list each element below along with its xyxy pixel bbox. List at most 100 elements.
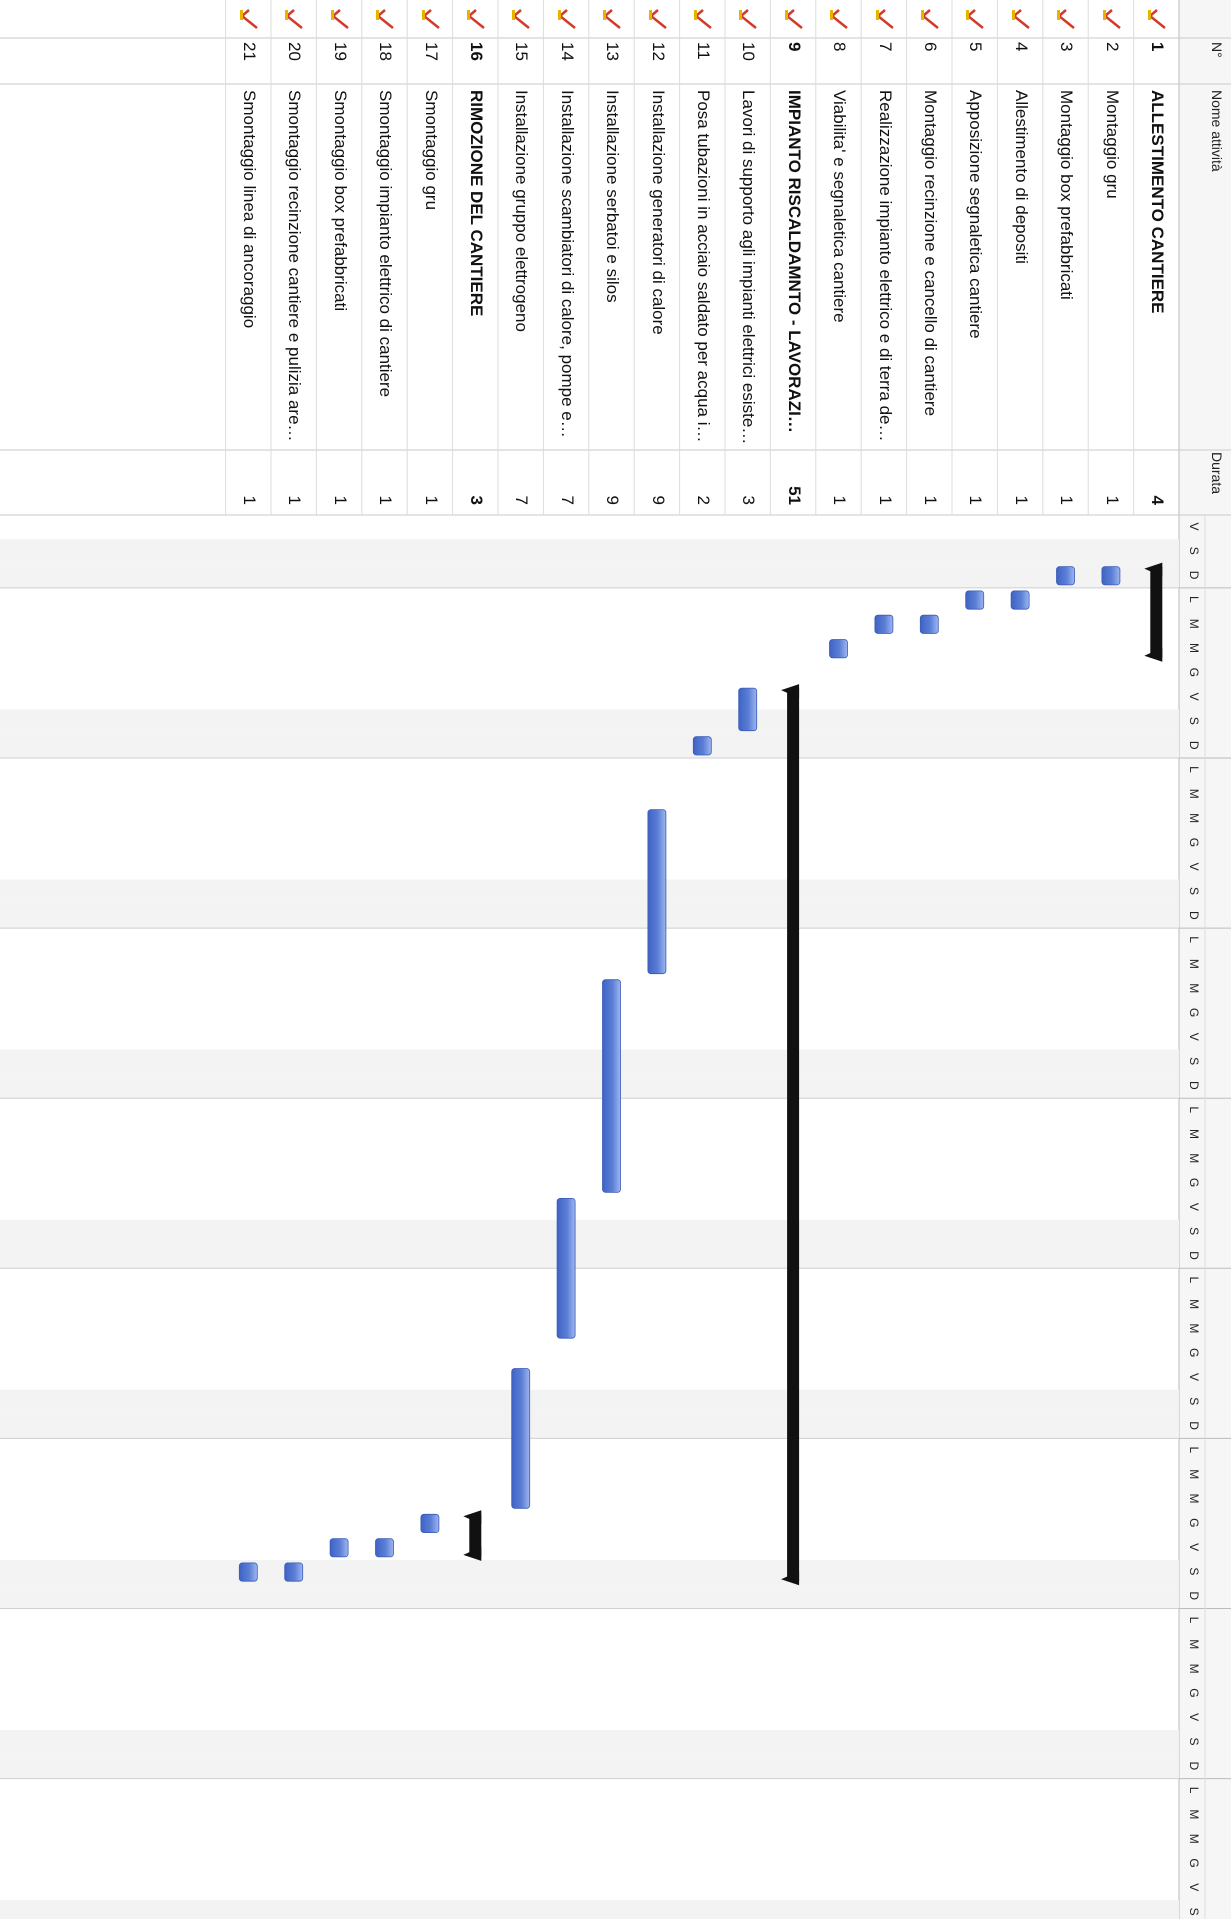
task-name[interactable]: Viabilita' e segnaletica cantiere — [830, 90, 850, 323]
day-letter: M — [1187, 1809, 1201, 1820]
day-letter: G — [1187, 1858, 1201, 1868]
task-duration: 1 — [966, 495, 986, 505]
task-bar[interactable] — [965, 590, 985, 610]
task-number: 4 — [1011, 42, 1031, 52]
day-letter: L — [1187, 1446, 1201, 1454]
task-duration: 1 — [1102, 495, 1122, 505]
task-name[interactable]: Smontaggio gru — [421, 90, 441, 211]
task-number: 10 — [739, 42, 759, 61]
task-duration: 51 — [784, 486, 804, 505]
task-complete-check-icon — [1057, 9, 1075, 29]
task-complete-check-icon — [557, 9, 576, 29]
task-complete-check-icon — [240, 9, 258, 29]
task-name[interactable]: Installazione scambiatori di calore, pom… — [557, 90, 577, 445]
task-name[interactable]: ALLESTIMENTO CANTIERE — [1148, 90, 1167, 314]
day-letter: M — [1187, 788, 1201, 799]
task-name[interactable]: RIMOZIONE DEL CANTIERE — [467, 90, 486, 317]
task-complete-check-icon — [1102, 9, 1121, 29]
task-bar[interactable] — [919, 614, 939, 634]
task-name[interactable]: Apposizione segnaletica cantiere — [966, 90, 986, 339]
column-header-number[interactable]: N° — [1209, 42, 1225, 58]
task-bar[interactable] — [1101, 566, 1121, 586]
day-letter: G — [1187, 667, 1201, 677]
task-number: 6 — [921, 42, 940, 52]
day-letter: V — [1187, 1713, 1201, 1722]
task-name[interactable]: Installazione serbatoi e silos — [603, 90, 623, 303]
task-complete-check-icon — [694, 9, 712, 29]
task-bar[interactable] — [602, 979, 621, 1193]
task-bar[interactable] — [329, 1538, 349, 1558]
summary-bar[interactable] — [463, 1510, 482, 1561]
day-letter: V — [1187, 1883, 1201, 1892]
task-duration: 1 — [421, 495, 441, 505]
day-letter: D — [1187, 1081, 1201, 1090]
task-bar[interactable] — [420, 1513, 440, 1534]
task-duration: 3 — [739, 495, 759, 505]
task-name[interactable]: Lavori di supporto agli impianti elettri… — [739, 90, 759, 445]
task-name[interactable]: Smontaggio linea di ancoraggio — [240, 90, 259, 329]
column-header-name[interactable]: Nome attività — [1209, 90, 1225, 172]
day-letter: S — [1187, 1057, 1201, 1066]
task-number: 14 — [557, 42, 577, 61]
task-bar[interactable] — [375, 1538, 394, 1558]
task-name[interactable]: Posa tubazioni in acciaio saldato per ac… — [694, 90, 713, 445]
task-name[interactable]: Smontaggio impianto elettrico di cantier… — [376, 90, 396, 398]
task-bar[interactable] — [238, 1562, 258, 1582]
day-letter: V — [1187, 692, 1201, 701]
day-letter: M — [1187, 1153, 1201, 1164]
day-letter: M — [1187, 643, 1201, 653]
task-name[interactable]: Montaggio gru — [1102, 90, 1122, 199]
task-bar[interactable] — [556, 1198, 576, 1339]
task-bar[interactable] — [1010, 590, 1030, 610]
day-letter: M — [1187, 618, 1201, 629]
task-bar[interactable] — [738, 687, 758, 732]
task-number: 12 — [648, 42, 668, 61]
task-name[interactable]: Montaggio box prefabbricati — [1057, 90, 1077, 300]
day-letter: V — [1187, 1202, 1201, 1211]
task-name[interactable]: Installazione gruppo elettrogeno — [512, 90, 532, 332]
task-name[interactable]: Installazione generatori di calore — [648, 90, 668, 335]
task-name[interactable]: Smontaggio recinzione cantiere e pulizia… — [285, 90, 305, 445]
task-complete-check-icon — [921, 9, 939, 29]
task-duration: 1 — [240, 495, 259, 505]
task-bar[interactable] — [647, 809, 667, 975]
task-number: 5 — [966, 42, 986, 52]
day-letter: D — [1187, 910, 1201, 920]
day-letter: M — [1187, 1299, 1201, 1310]
summary-bar[interactable] — [781, 684, 800, 1586]
summary-bar[interactable] — [1144, 562, 1163, 662]
task-name[interactable]: IMPIANTO RISCALDAMNTO - LAVORAZIONI PER … — [784, 90, 804, 445]
task-bar[interactable] — [284, 1562, 304, 1582]
task-complete-check-icon — [285, 9, 304, 29]
day-letter: M — [1187, 1469, 1201, 1480]
day-letter: M — [1187, 1639, 1201, 1650]
task-name[interactable]: Allestimento di depositi — [1011, 90, 1031, 264]
day-letter: M — [1187, 1663, 1201, 1674]
task-name[interactable]: Montaggio recinzione e cancello di canti… — [921, 90, 940, 417]
day-letter: M — [1187, 813, 1201, 824]
day-letter: G — [1187, 1177, 1201, 1188]
column-header-duration[interactable]: Durata — [1209, 452, 1225, 495]
task-duration: 1 — [330, 495, 350, 505]
task-complete-check-icon — [875, 9, 894, 29]
task-complete-check-icon — [1011, 9, 1030, 29]
task-complete-check-icon — [330, 9, 349, 29]
task-name[interactable]: Smontaggio box prefabbricati — [330, 90, 350, 312]
task-number: 19 — [330, 42, 350, 61]
day-letter: S — [1187, 546, 1201, 555]
task-name[interactable]: Realizzazione impianto elettrico e di te… — [875, 90, 895, 445]
task-duration: 1 — [921, 495, 940, 505]
day-letter: G — [1187, 1007, 1201, 1018]
task-bar[interactable] — [692, 736, 712, 756]
day-letter: L — [1187, 1786, 1201, 1794]
task-bar[interactable] — [511, 1368, 531, 1509]
task-bar[interactable] — [874, 614, 894, 634]
day-letter: M — [1187, 1323, 1201, 1334]
day-letter: D — [1187, 1421, 1201, 1430]
task-bar[interactable] — [1056, 566, 1075, 586]
task-bar[interactable] — [829, 639, 848, 659]
day-letter: L — [1187, 1106, 1201, 1114]
day-letter: M — [1187, 983, 1201, 994]
task-duration: 1 — [1011, 495, 1031, 505]
